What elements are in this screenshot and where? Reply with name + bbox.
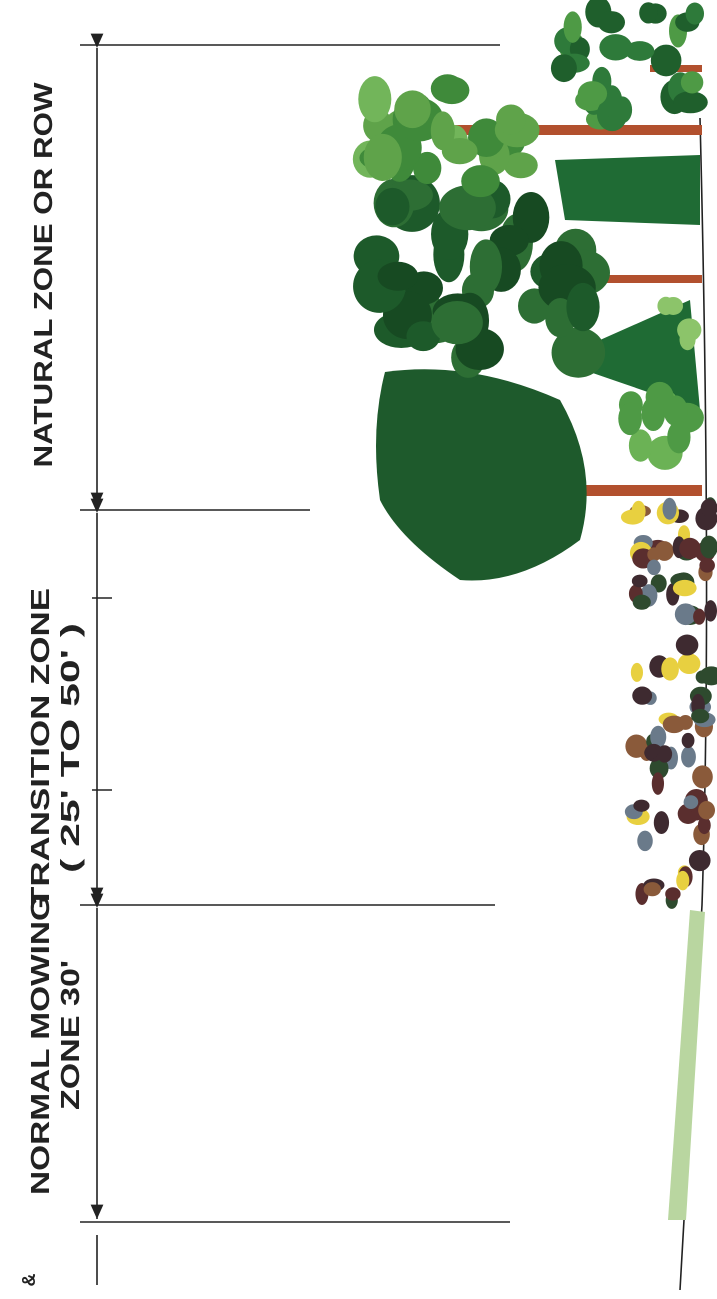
dimension-lines	[80, 33, 510, 1285]
shrub	[681, 746, 696, 768]
canopy-leaf	[673, 91, 708, 114]
canopy-leaf	[413, 151, 442, 185]
canopy-leaf	[663, 395, 688, 426]
shrub	[662, 715, 686, 734]
shrub	[661, 657, 679, 681]
shrub	[697, 816, 711, 835]
canopy-leaf	[461, 165, 500, 198]
vegetation	[352, 0, 717, 1291]
shrub	[630, 662, 644, 682]
canopy-leaf	[434, 76, 470, 105]
canopy-leaf	[406, 321, 441, 352]
canopy-leaf	[566, 282, 600, 332]
canopy-leaf	[628, 429, 653, 462]
conifer	[555, 300, 700, 410]
canopy-leaf	[577, 81, 608, 107]
canopy-leaf	[551, 327, 606, 378]
shrub	[700, 498, 717, 518]
shrub	[631, 500, 646, 522]
shrub	[699, 666, 717, 686]
shrub	[676, 870, 690, 891]
canopy-leaf	[599, 34, 633, 61]
trunk	[580, 485, 702, 496]
shrub	[677, 653, 701, 674]
canopy-leaf	[377, 261, 419, 291]
canopy-leaf	[639, 2, 658, 24]
canopy-leaf	[625, 41, 655, 61]
shrub	[662, 497, 677, 520]
canopy-leaf	[394, 90, 431, 129]
canopy-leaf	[685, 2, 705, 25]
shrub	[700, 535, 717, 559]
shrub	[698, 801, 716, 820]
conifer	[555, 155, 700, 225]
shrub	[650, 725, 667, 749]
mowing-zone-label: NORMAL MOWING	[25, 895, 55, 1195]
transition-zone-label: TRANSITION ZONE	[25, 588, 55, 908]
shrub	[632, 686, 653, 705]
shrub	[679, 537, 701, 560]
canopy-leaf	[550, 54, 577, 83]
shrub	[691, 708, 710, 724]
canopy-leaf	[650, 44, 682, 77]
canopy-leaf	[563, 11, 582, 43]
shrub	[654, 541, 674, 561]
shrub	[692, 765, 713, 789]
shrub	[633, 799, 650, 812]
shrub	[632, 594, 651, 610]
shrub	[643, 882, 661, 897]
shrub	[672, 579, 697, 597]
shrub	[649, 757, 669, 779]
canopy-leaf	[469, 239, 503, 295]
shrub	[693, 608, 706, 625]
shrub	[675, 634, 699, 656]
canopy-leaf	[375, 187, 410, 226]
trunk	[450, 125, 702, 135]
shrub	[653, 811, 670, 835]
shrub	[699, 558, 715, 573]
trunk	[560, 275, 702, 283]
grass	[668, 910, 705, 1220]
shrub	[647, 559, 661, 576]
canopy-leaf	[667, 420, 691, 454]
canopy-leaf	[503, 152, 538, 179]
shrub	[683, 795, 699, 810]
canopy-leaf	[597, 11, 625, 34]
canopy-leaf	[657, 296, 675, 316]
canopy-leaf	[430, 111, 455, 151]
mowing-zone-width: ZONE 30'	[55, 960, 85, 1110]
transition-zone-range: ( 25' TO 50' )	[55, 623, 85, 873]
shrub	[644, 746, 658, 759]
shrub	[665, 887, 681, 901]
shrub	[704, 600, 717, 622]
canopy-leaf	[680, 71, 704, 94]
natural-zone-label: NATURAL ZONE OR ROW	[28, 82, 58, 468]
corner-mark: &	[19, 1274, 39, 1287]
canopy-leaf	[496, 104, 526, 135]
shrub	[651, 772, 665, 795]
canopy	[376, 369, 587, 581]
canopy-leaf	[679, 329, 696, 351]
canopy-leaf	[363, 133, 402, 181]
shrub	[637, 830, 653, 852]
shrub	[631, 574, 648, 588]
shrub	[688, 849, 711, 872]
shrub	[674, 603, 697, 626]
shrub	[681, 732, 695, 749]
canopy-leaf	[641, 396, 666, 432]
canopy-leaf	[358, 76, 392, 123]
canopy-leaf	[431, 300, 483, 345]
canopy-leaf	[618, 402, 642, 436]
